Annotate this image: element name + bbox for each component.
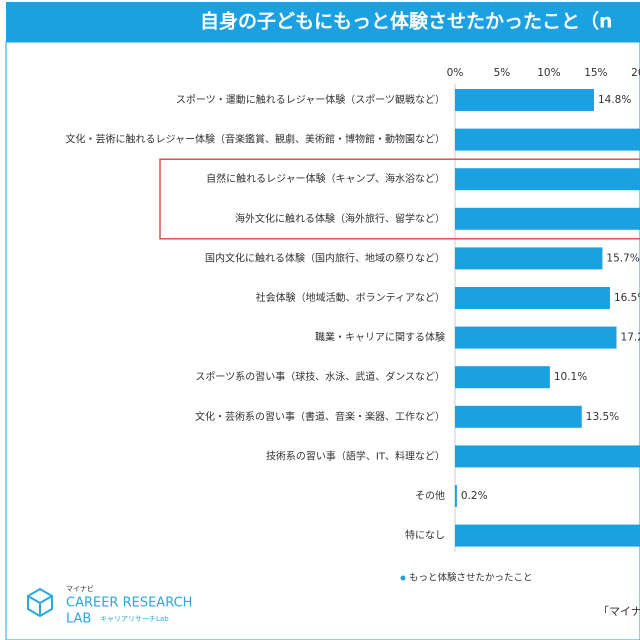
bar <box>455 89 594 111</box>
x-tick-label: 10% <box>537 67 560 79</box>
highlight-box <box>159 158 640 240</box>
value-label: 13.5% <box>586 411 619 423</box>
value-label: 15.7% <box>606 252 639 264</box>
value-label: 17.2% <box>621 332 640 344</box>
bar <box>455 524 640 547</box>
x-tick-label: 0% <box>447 67 464 79</box>
value-label: 10.1% <box>554 371 587 383</box>
source: 「マイナビ <box>598 605 640 618</box>
y-tick-label: スポーツ系の習い事（球技、水泳、武道、ダンスなど） <box>195 370 445 383</box>
logo: マイナビ CAREER RESEARCH LAB キャリアリサーチLab <box>27 584 192 627</box>
y-tick-label: スポーツ・運動に触れるレジャー体験（スポーツ観戦など） <box>176 93 445 106</box>
y-tick-label: 文化・芸術に触れるレジャー体験（音楽鑑賞、観劇、美術館・博物館・動物園など） <box>66 133 446 146</box>
frame <box>5 41 640 640</box>
x-tick-label: 15% <box>584 67 607 79</box>
y-tick-label: その他 <box>415 489 445 502</box>
bar <box>455 247 603 270</box>
value-label: 0.2% <box>461 490 488 502</box>
bar <box>455 207 640 230</box>
y-tick-label: 職業・キャリアに関する体験 <box>315 331 445 344</box>
logo-name: LAB <box>66 612 91 627</box>
legend-label: もっと体験させたかったこと <box>409 572 533 584</box>
bar <box>455 405 582 428</box>
value-label: 16.5% <box>614 292 640 304</box>
bar <box>455 128 640 151</box>
logo-sub: キャリアリサーチLab <box>100 615 169 623</box>
title-bar <box>6 2 640 42</box>
y-tick-label: 国内文化に触れる体験（国内旅行、地域の祭りなど） <box>205 251 445 264</box>
bar <box>455 445 640 468</box>
logo-icon-lines <box>27 595 53 616</box>
x-tick-label: 5% <box>494 67 511 79</box>
logo-brand: マイナビ <box>66 584 94 593</box>
bar <box>455 485 457 507</box>
value-label: 14.8% <box>598 94 631 106</box>
bar <box>455 287 610 309</box>
bar <box>455 326 617 349</box>
x-tick-label: 20% <box>631 67 640 79</box>
chart-title: 自身の子どもにもっと体験させたかったこと（n <box>200 10 613 33</box>
y-tick-label: 海外文化に触れる体験（海外旅行、留学など） <box>235 212 445 225</box>
legend-marker <box>400 575 406 581</box>
bar <box>455 168 640 191</box>
y-tick-label: 文化・芸術系の習い事（書道、音楽・楽器、工作など） <box>195 410 445 423</box>
logo-name: CAREER RESEARCH <box>66 596 192 611</box>
y-tick-label: 社会体験（地域活動、ボランティアなど） <box>256 291 445 304</box>
y-tick-label: 技術系の習い事（語学、IT、料理など） <box>266 449 445 462</box>
bar <box>455 366 550 389</box>
y-tick-label: 自然に触れるレジャー体験（キャンプ、海水浴など） <box>206 172 445 185</box>
logo-icon <box>27 587 53 618</box>
y-tick-label: 特になし <box>405 530 445 542</box>
